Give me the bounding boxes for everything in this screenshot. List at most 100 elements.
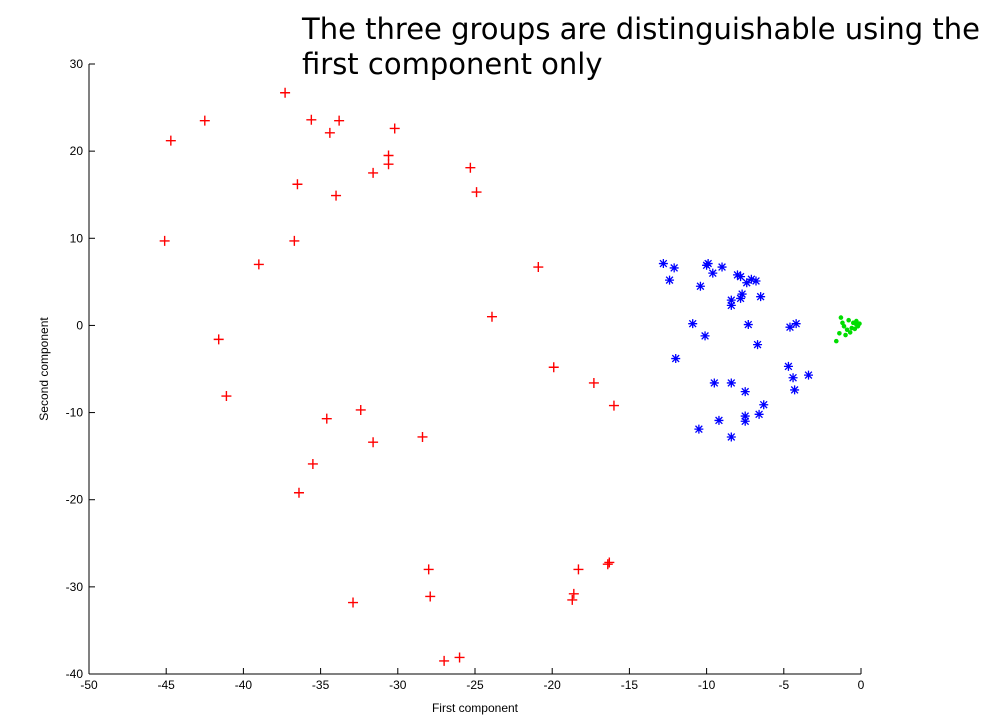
data-point-plus [425,591,436,602]
data-point-dot [837,330,842,336]
data-point-star [737,289,747,299]
data-point-star [726,300,736,310]
data-point-dot [833,338,839,344]
data-point-star [658,259,668,269]
x-tick-label: -5 [778,678,789,692]
data-point-star [695,281,705,291]
x-tick-label: -10 [698,678,716,692]
data-point-plus [199,115,210,126]
data-point-star [688,319,698,329]
x-tick-label: -25 [466,678,484,692]
y-tick-label: -30 [66,580,84,594]
data-point-star [732,270,742,280]
data-point-plus [324,127,335,138]
data-point-dot [847,330,853,335]
data-point-star [804,370,814,380]
y-tick-label: -10 [66,406,84,420]
data-point-plus [465,162,476,173]
data-point-plus [588,377,599,388]
x-tick-label: 0 [858,678,865,692]
data-point-plus [348,597,359,608]
data-point-star [736,293,746,303]
y-tick-label: -40 [66,667,84,681]
data-point-plus [423,564,434,575]
data-point-star [746,274,756,284]
data-point-plus [165,135,176,146]
x-tick-label: -45 [158,678,176,692]
x-tick-label: -50 [80,678,98,692]
data-point-plus [292,179,303,190]
data-point-dot [857,321,862,326]
x-axis-label: First component [432,701,519,715]
y-tick-label: 0 [76,318,83,332]
data-point-plus [289,235,300,246]
data-point-plus [355,404,366,415]
data-point-star [726,295,736,305]
x-tick-label: -15 [621,678,639,692]
y-tick-label: 20 [70,144,84,158]
data-point-star [669,263,679,273]
data-point-plus [486,311,497,322]
data-point-plus [417,431,428,442]
data-point-plus [321,413,332,424]
data-point-star [783,361,793,371]
data-point-plus [307,458,318,469]
data-point-plus [533,262,544,273]
data-point-plus [331,190,342,201]
y-tick-label: 30 [70,57,84,71]
data-point-star [671,354,681,364]
data-point-star [694,424,704,434]
data-point-star [788,373,798,383]
data-point-star [726,378,736,388]
data-point-star [754,409,764,419]
data-point-dot [852,326,858,332]
data-point-plus [368,437,379,448]
data-point-plus [213,334,224,345]
data-point-star [740,416,750,426]
y-tick-label: -20 [66,493,84,507]
data-point-star [756,292,766,302]
data-point-dot [841,324,847,329]
data-point-plus [567,594,578,605]
data-point-star [665,275,675,285]
data-point-plus [454,652,465,663]
data-point-plus [548,362,559,373]
data-point-plus [383,150,394,161]
annotation-text: The three groups are distinguishable usi… [302,12,980,82]
data-point-plus [280,87,291,98]
data-point-star [708,268,718,278]
x-tick-label: -40 [235,678,253,692]
data-point-dot [854,318,859,324]
data-point-dot [840,320,845,326]
data-point-plus [568,588,579,599]
data-point-star [790,385,800,395]
data-point-dot [844,327,850,333]
data-point-star [700,331,710,341]
data-point-plus [602,559,613,570]
data-point-star [743,320,753,330]
data-point-star [736,272,746,282]
data-point-plus [573,564,584,575]
data-point-plus [608,400,619,411]
data-point-plus [368,167,379,178]
data-point-star [742,278,752,288]
data-point-plus [604,557,615,568]
data-point-star [759,400,769,410]
x-tick-label: -20 [544,678,562,692]
data-point-plus [439,655,450,666]
data-point-plus [159,235,170,246]
data-point-dot [838,315,844,320]
data-point-dot [846,317,851,323]
data-point-star [703,259,713,269]
data-point-plus [383,159,394,170]
data-point-plus [471,187,482,198]
data-point-plus [253,259,264,270]
data-point-plus [306,114,317,125]
data-point-plus [389,123,400,134]
data-point-star [714,415,724,425]
x-tick-label: -35 [312,678,330,692]
data-point-plus [221,391,232,402]
y-tick-label: 10 [70,231,84,245]
x-tick-label: -30 [389,678,407,692]
